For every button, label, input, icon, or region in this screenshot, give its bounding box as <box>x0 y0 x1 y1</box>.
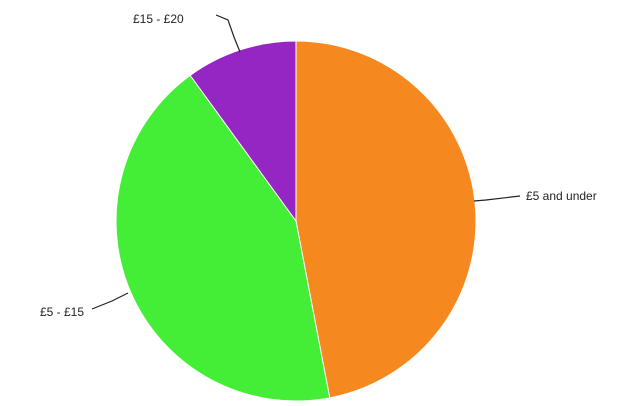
slice-label-gbp15-gbp20: £15 - £20 <box>133 12 184 26</box>
pie-slice-gbp15-gbp20 <box>189 40 297 223</box>
slice-label-gbp5-and-under: £5 and under <box>526 189 597 203</box>
slice-label-gbp5-gbp15: £5 - £15 <box>40 305 84 319</box>
leader-line-gbp5-gbp15 <box>91 292 129 310</box>
leader-line-gbp5-and-under <box>473 195 521 202</box>
pie-slice-gbp5-and-under <box>295 40 477 399</box>
leader-line-gbp15-gbp20 <box>215 14 241 53</box>
pie-slice-gbp5-gbp15 <box>115 74 331 402</box>
